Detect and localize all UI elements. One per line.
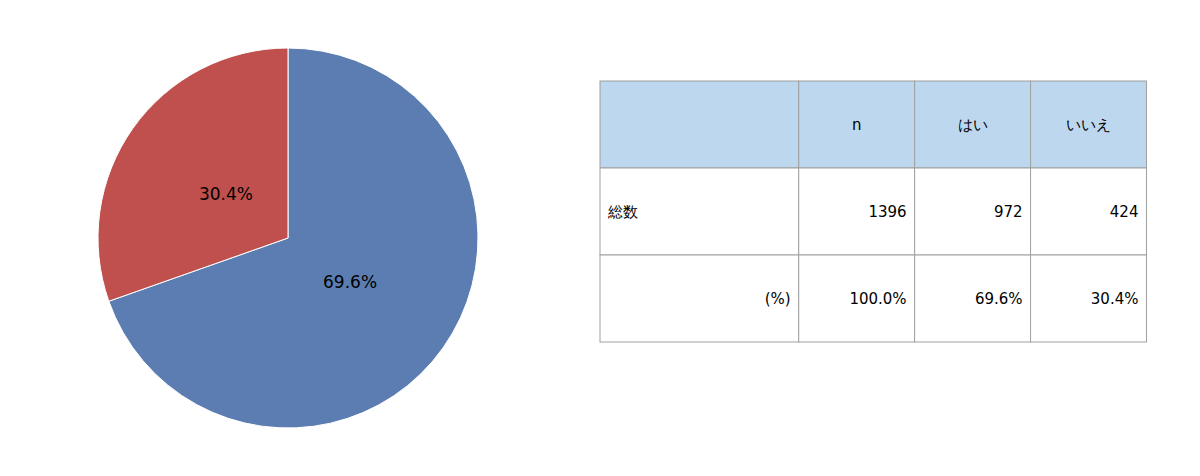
pie-slice	[98, 48, 288, 301]
table-text: 1396	[868, 203, 906, 221]
table-cell	[600, 255, 799, 342]
table: n はい いいえ総数 1396 972 424 (%) 100.0% 69.6% 30.4%	[600, 81, 1146, 342]
table-text: 総数	[607, 203, 638, 221]
table-text: (%)	[765, 290, 791, 308]
table-header-text: いいえ	[1066, 116, 1111, 134]
table-header-cell	[915, 81, 1031, 168]
table-text: 972	[994, 203, 1023, 221]
table-header-text: n	[852, 116, 862, 134]
table-text: 100.0%	[849, 290, 906, 308]
table-cell	[799, 255, 915, 342]
table-text: 30.4%	[1091, 290, 1139, 308]
chart-canvas: 69.6% 30.4% n はい いいえ総数 1396 972 424 (%) 100.0% 69.…	[0, 0, 1200, 476]
table-header-cell	[1031, 81, 1147, 168]
table-header-text: はい	[958, 116, 988, 134]
table-cell	[1031, 168, 1147, 255]
table-text: 424	[1110, 203, 1139, 221]
table-cell	[799, 168, 915, 255]
data-label: 30.4%	[199, 184, 253, 204]
data-label: 69.6%	[323, 272, 377, 292]
pie	[98, 48, 478, 428]
table-cell	[915, 255, 1031, 342]
table-cell	[600, 168, 799, 255]
table-text: 69.6%	[975, 290, 1023, 308]
table-cell	[1031, 255, 1147, 342]
table-cell	[915, 168, 1031, 255]
table-header-cell	[799, 81, 915, 168]
table-header-cell	[600, 81, 799, 168]
